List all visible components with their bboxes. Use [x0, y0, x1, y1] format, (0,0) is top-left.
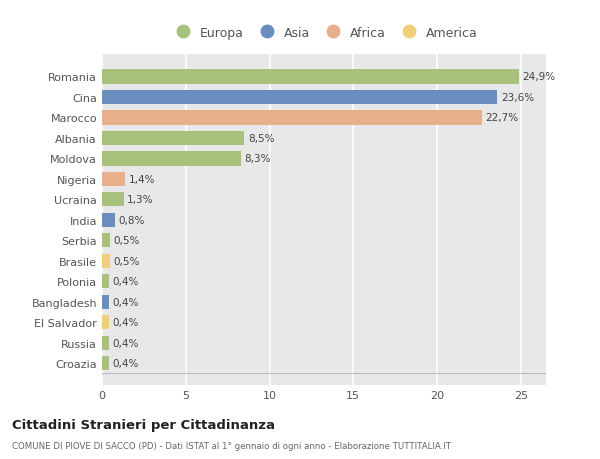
Text: 0,4%: 0,4%: [112, 297, 139, 307]
Text: 1,4%: 1,4%: [129, 174, 155, 185]
Text: 0,4%: 0,4%: [112, 358, 139, 369]
Text: 0,4%: 0,4%: [112, 277, 139, 286]
Text: 23,6%: 23,6%: [501, 93, 534, 103]
Bar: [102, 234, 110, 248]
Text: 8,5%: 8,5%: [248, 134, 274, 144]
Bar: [102, 295, 109, 309]
Bar: [102, 254, 110, 269]
Bar: [102, 315, 109, 330]
Bar: [102, 193, 124, 207]
Bar: [102, 90, 497, 105]
Text: 8,3%: 8,3%: [244, 154, 271, 164]
Text: 0,8%: 0,8%: [119, 215, 145, 225]
Text: 24,9%: 24,9%: [523, 72, 556, 82]
Legend: Europa, Asia, Africa, America: Europa, Asia, Africa, America: [165, 22, 483, 45]
Text: 1,3%: 1,3%: [127, 195, 154, 205]
Bar: [102, 111, 482, 125]
Bar: [102, 70, 519, 84]
Text: 22,7%: 22,7%: [485, 113, 519, 123]
Text: 0,5%: 0,5%: [114, 256, 140, 266]
Bar: [102, 131, 244, 146]
Text: 0,4%: 0,4%: [112, 318, 139, 328]
Text: 0,4%: 0,4%: [112, 338, 139, 348]
Text: COMUNE DI PIOVE DI SACCO (PD) - Dati ISTAT al 1° gennaio di ogni anno - Elaboraz: COMUNE DI PIOVE DI SACCO (PD) - Dati IST…: [12, 441, 451, 450]
Text: 0,5%: 0,5%: [114, 236, 140, 246]
Text: Cittadini Stranieri per Cittadinanza: Cittadini Stranieri per Cittadinanza: [12, 418, 275, 431]
Bar: [102, 152, 241, 166]
Bar: [102, 336, 109, 350]
Bar: [102, 213, 115, 228]
Bar: [102, 274, 109, 289]
Bar: [102, 172, 125, 187]
Bar: [102, 356, 109, 370]
